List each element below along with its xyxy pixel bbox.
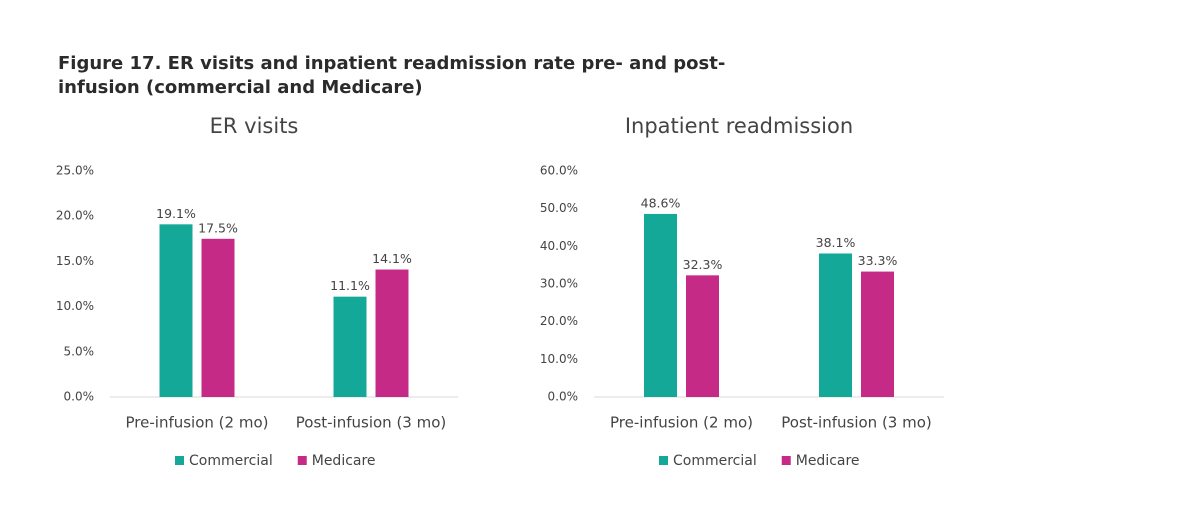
y-tick-label: 20.0%	[56, 209, 94, 223]
chart-title: Inpatient readmission	[625, 114, 853, 138]
y-tick-label: 20.0%	[540, 314, 578, 328]
bar	[644, 213, 677, 397]
y-tick-label: 50.0%	[540, 201, 578, 215]
value-label: 11.1%	[330, 278, 370, 293]
y-tick-label: 10.0%	[56, 299, 94, 313]
bar	[686, 275, 719, 397]
value-label: 32.3%	[683, 257, 723, 272]
x-tick-label: Pre-infusion (2 mo)	[126, 414, 269, 432]
bar	[333, 296, 367, 397]
y-tick-label: 0.0%	[548, 390, 579, 404]
legend-swatch	[781, 456, 791, 465]
legend-label: Medicare	[796, 453, 860, 469]
y-tick-label: 30.0%	[540, 277, 578, 291]
value-label: 17.5%	[198, 220, 238, 235]
y-tick-label: 40.0%	[540, 239, 578, 253]
legend-swatch	[659, 456, 668, 465]
bar	[819, 253, 852, 397]
legend-label: Commercial	[189, 453, 273, 469]
bar	[159, 224, 193, 397]
y-tick-label: 25.0%	[56, 164, 94, 178]
legend-swatch	[297, 456, 307, 465]
figure-title: Figure 17. ER visits and inpatient readm…	[58, 53, 726, 98]
legend-label: Medicare	[312, 453, 376, 469]
x-tick-label: Post-infusion (3 mo)	[781, 414, 932, 432]
y-tick-label: 0.0%	[64, 390, 95, 404]
bar	[861, 271, 894, 397]
value-label: 19.1%	[156, 206, 196, 221]
y-tick-label: 60.0%	[540, 164, 578, 178]
legend-swatch	[175, 456, 184, 465]
legend-label: Commercial	[673, 453, 757, 469]
value-label: 48.6%	[641, 195, 681, 210]
value-label: 14.1%	[372, 251, 412, 266]
bar	[375, 269, 409, 397]
y-tick-label: 10.0%	[540, 352, 578, 366]
x-tick-label: Post-infusion (3 mo)	[296, 414, 447, 432]
x-tick-label: Pre-infusion (2 mo)	[610, 414, 753, 432]
chart-title: ER visits	[210, 114, 299, 138]
bar	[201, 238, 235, 397]
value-label: 33.3%	[858, 253, 898, 268]
y-tick-label: 15.0%	[56, 254, 94, 268]
value-label: 38.1%	[816, 235, 856, 250]
y-tick-label: 5.0%	[64, 344, 95, 358]
